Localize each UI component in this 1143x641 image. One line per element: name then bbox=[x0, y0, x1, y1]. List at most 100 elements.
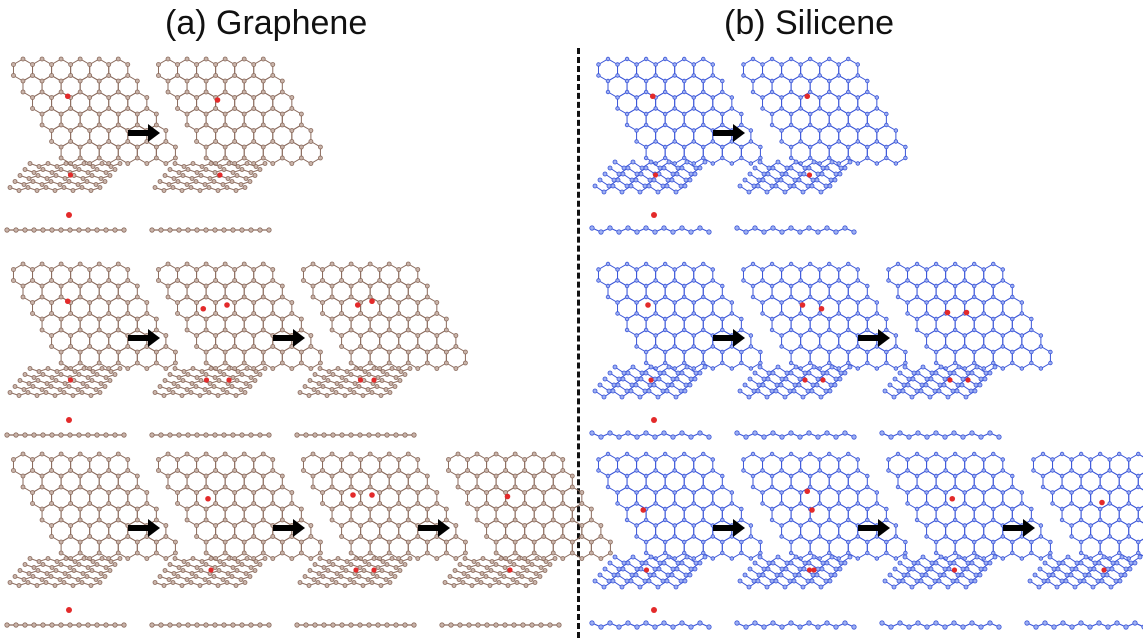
perspective-atom bbox=[842, 165, 848, 171]
lattice-atom bbox=[415, 534, 421, 539]
perspective-atom bbox=[532, 580, 538, 585]
lattice-atom bbox=[270, 457, 276, 462]
lattice-atom bbox=[251, 490, 257, 495]
lattice-atom bbox=[270, 106, 276, 111]
perspective-atom bbox=[928, 376, 934, 382]
lattice-atom bbox=[750, 451, 756, 457]
perspective-atom bbox=[882, 578, 888, 584]
lattice-atom bbox=[115, 517, 121, 523]
perspective-atom bbox=[778, 572, 784, 578]
defect-marker bbox=[64, 93, 71, 100]
lattice-atom bbox=[817, 62, 822, 67]
lattice-atom bbox=[865, 294, 870, 300]
edge-atom bbox=[978, 624, 984, 630]
lattice-atom bbox=[358, 534, 364, 539]
edge-atom bbox=[31, 622, 37, 628]
perspective-atom bbox=[351, 580, 357, 585]
lattice-atom bbox=[115, 89, 121, 95]
perspective-atom bbox=[918, 578, 924, 584]
edge-atom bbox=[634, 229, 640, 235]
edge-atom bbox=[833, 434, 839, 440]
lattice-atom bbox=[58, 89, 64, 95]
lattice-atom bbox=[758, 550, 763, 556]
perspective-atom bbox=[238, 387, 244, 392]
lattice-atom bbox=[634, 128, 639, 133]
lattice-hexagon bbox=[866, 345, 887, 370]
edge-atom bbox=[40, 432, 46, 438]
perspective-atom bbox=[407, 556, 413, 561]
lattice-atom bbox=[846, 360, 851, 366]
lattice-atom bbox=[1097, 539, 1103, 545]
perspective-atom bbox=[1122, 572, 1128, 578]
lattice-atom bbox=[634, 278, 639, 283]
lattice-atom bbox=[358, 490, 364, 495]
lattice-atom bbox=[541, 501, 547, 506]
lattice-atom bbox=[106, 311, 112, 316]
edge-atom bbox=[906, 624, 912, 630]
lattice-atom bbox=[434, 311, 440, 316]
lattice-atom bbox=[1050, 468, 1055, 473]
perspective-atom bbox=[612, 159, 618, 165]
lattice-atom bbox=[569, 506, 575, 512]
arrow-head bbox=[878, 519, 890, 537]
lattice-atom bbox=[49, 333, 54, 338]
perspective-atom bbox=[90, 559, 96, 564]
edge-atom bbox=[94, 227, 100, 233]
structure-b-row3-state3 bbox=[879, 451, 1053, 630]
perspective-atom bbox=[247, 384, 253, 389]
perspective-atom bbox=[234, 173, 240, 178]
perspective-atom bbox=[99, 556, 105, 561]
lattice-atom bbox=[241, 484, 247, 490]
edge-atom bbox=[85, 227, 91, 233]
perspective-atom bbox=[651, 572, 657, 578]
perspective-atom bbox=[85, 375, 91, 380]
lattice-atom bbox=[156, 468, 161, 473]
lattice-hexagon bbox=[60, 345, 81, 370]
perspective-atom bbox=[233, 583, 239, 588]
lattice-atom bbox=[691, 523, 696, 528]
perspective-atom bbox=[315, 390, 321, 395]
perspective-atom bbox=[742, 382, 748, 388]
lattice-atom bbox=[279, 506, 285, 512]
lattice-atom bbox=[213, 128, 219, 133]
edge-atom bbox=[833, 229, 839, 235]
lattice-atom bbox=[836, 468, 841, 473]
edge-atom bbox=[466, 622, 472, 628]
lattice-atom bbox=[531, 506, 537, 512]
perspective-atom bbox=[775, 364, 781, 370]
perspective-atom bbox=[52, 393, 58, 398]
lattice-atom bbox=[914, 473, 920, 479]
lattice-atom bbox=[348, 283, 354, 289]
lattice-hexagon bbox=[790, 140, 811, 165]
lattice-atom bbox=[1048, 550, 1053, 556]
lattice-atom bbox=[134, 539, 140, 545]
perspective-atom bbox=[306, 583, 312, 588]
lattice-atom bbox=[846, 294, 851, 300]
lattice-atom bbox=[30, 106, 35, 111]
perspective-atom bbox=[190, 556, 196, 561]
lattice-atom bbox=[788, 294, 794, 300]
perspective-atom bbox=[941, 382, 947, 388]
lattice-atom bbox=[933, 360, 939, 366]
lattice-atom bbox=[260, 550, 266, 556]
lattice-atom bbox=[58, 506, 64, 512]
perspective-atom bbox=[197, 188, 203, 193]
lattice-atom bbox=[115, 155, 121, 161]
lattice-atom bbox=[855, 457, 860, 462]
lattice-atom bbox=[134, 294, 140, 300]
perspective-atom bbox=[783, 376, 789, 382]
perspective-atom bbox=[737, 388, 743, 394]
perspective-atom bbox=[369, 390, 375, 395]
edge-atom bbox=[1096, 620, 1102, 626]
lattice-atom bbox=[367, 327, 373, 333]
lattice-atom bbox=[972, 349, 977, 355]
lattice-atom bbox=[512, 506, 518, 512]
lattice-atom bbox=[836, 161, 841, 166]
perspective-atom bbox=[447, 574, 453, 579]
perspective-atom bbox=[648, 159, 654, 165]
lattice-atom bbox=[779, 534, 784, 539]
lattice-atom bbox=[874, 106, 880, 111]
perspective-atom bbox=[230, 375, 236, 380]
lattice-atom bbox=[222, 484, 228, 490]
perspective-atom bbox=[842, 370, 848, 376]
